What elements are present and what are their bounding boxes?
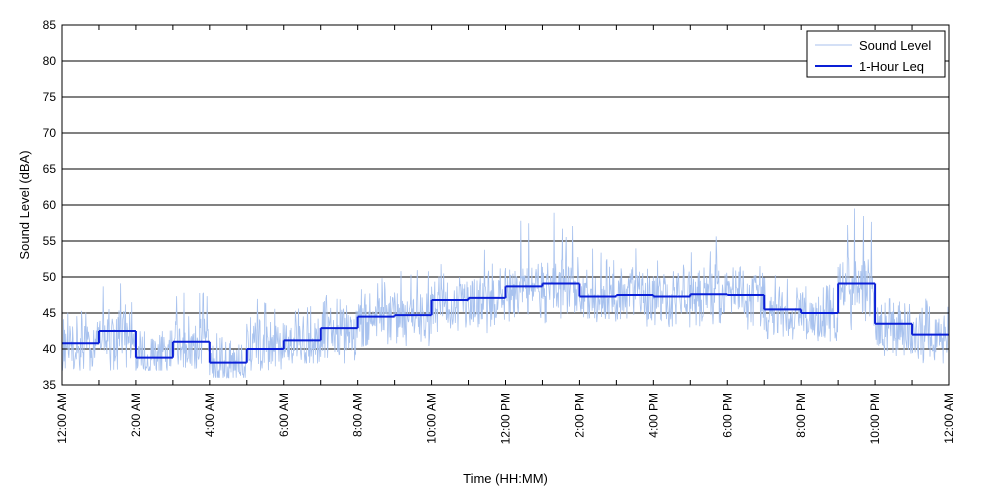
y-tick-label: 80 [43, 54, 57, 68]
y-tick-label: 45 [43, 306, 57, 320]
x-axis-ticks: 12:00 AM 2:00 AM 4:00 AM 6:00 AM 8:00 AM 10:0… [55, 25, 956, 444]
y-tick-label: 85 [43, 18, 57, 32]
y-tick-label: 60 [43, 198, 57, 212]
x-tick-label: 4:00 PM [646, 393, 660, 438]
y-tick-label: 65 [43, 162, 57, 176]
y-tick-label: 40 [43, 342, 57, 356]
legend-label-leq: 1-Hour Leq [859, 59, 924, 74]
x-tick-label: 12:00 PM [499, 393, 513, 444]
leq-series [62, 282, 949, 364]
legend-box [806, 30, 946, 78]
x-tick-label: 4:00 AM [203, 393, 217, 437]
y-tick-label: 35 [43, 378, 57, 392]
x-tick-label: 2:00 AM [129, 393, 143, 437]
y-tick-label: 75 [43, 90, 57, 104]
legend-label-sound-level: Sound Level [859, 38, 931, 53]
y-tick-label: 55 [43, 234, 57, 248]
legend: Sound Level 1-Hour Leq [806, 30, 946, 78]
x-tick-label: 12:00 AM [942, 393, 956, 444]
x-axis-label: Time (HH:MM) [463, 471, 548, 486]
y-tick-label: 50 [43, 270, 57, 284]
x-tick-label: 2:00 PM [572, 393, 586, 438]
y-axis-ticks: 35 40 45 50 55 60 65 70 75 80 85 [43, 18, 949, 392]
y-axis-label: Sound Level (dBA) [17, 150, 32, 259]
sound-level-series [61, 208, 949, 379]
y-tick-label: 70 [43, 126, 57, 140]
x-tick-label: 6:00 PM [720, 393, 734, 438]
sound-level-line [61, 208, 949, 379]
x-tick-label: 10:00 AM [425, 393, 439, 444]
x-tick-label: 8:00 AM [351, 393, 365, 437]
x-tick-label: 12:00 AM [55, 393, 69, 444]
x-tick-label: 6:00 AM [277, 393, 291, 437]
x-tick-label: 8:00 PM [794, 393, 808, 438]
x-tick-label: 10:00 PM [868, 393, 882, 444]
